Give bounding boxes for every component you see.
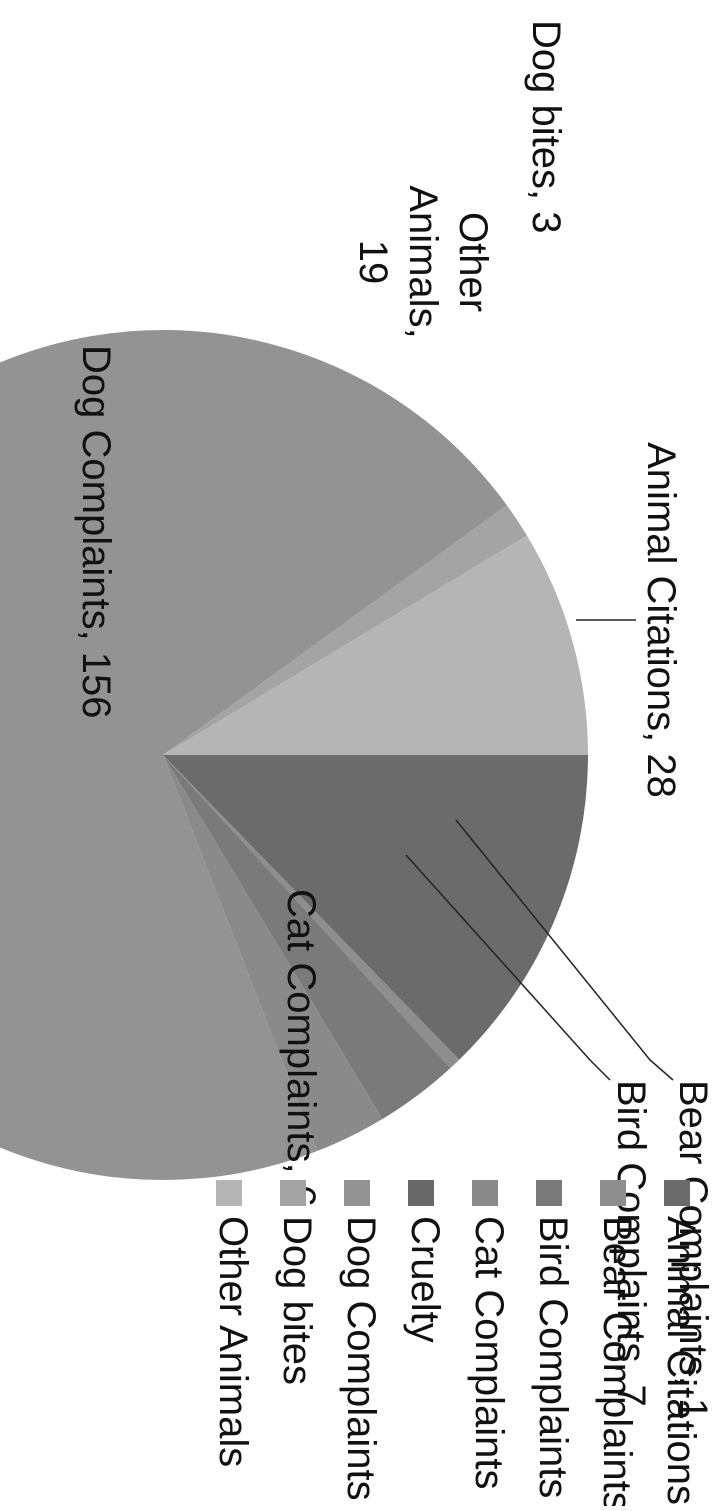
legend-swatch-cruelty xyxy=(408,1180,434,1206)
legend-label-cruelty: Cruelty xyxy=(403,1216,447,1343)
legend-swatch-bird-complaints xyxy=(536,1180,562,1206)
legend-swatch-animal-citations xyxy=(664,1180,690,1206)
pie-slice-dog-bites xyxy=(163,505,527,755)
legend-label-other-animals: Other Animals xyxy=(211,1216,255,1467)
data-label-cat-complaints: Cat Complaints, 6 xyxy=(279,889,323,1207)
leader-line-bear-complaints xyxy=(455,819,674,1081)
pie-slice-animal-citations xyxy=(163,755,588,1060)
data-label-animal-citations: Animal Citations, 28 xyxy=(639,442,683,798)
legend-label-cat-complaints: Cat Complaints xyxy=(467,1216,511,1489)
pie-slice-other-animals xyxy=(163,535,588,755)
legend-swatch-bear-complaints xyxy=(600,1180,626,1206)
data-label-other-animals-line: Animals, xyxy=(401,185,445,338)
data-label-bear-complaints: Bear Complaints, 1 xyxy=(671,1080,715,1420)
legend-label-dog-bites: Dog bites xyxy=(275,1216,319,1385)
legend-swatch-other-animals xyxy=(216,1180,242,1206)
pie-slice-bird-complaints xyxy=(163,755,451,1119)
legend-label-animal-citations: Animal Citations xyxy=(659,1216,703,1505)
legend-label-bird-complaints: Bird Complaints xyxy=(531,1216,575,1498)
data-label-dog-bites: Dog bites, 3 xyxy=(524,20,568,233)
legend-label-dog-complaints: Dog Complaints xyxy=(339,1216,383,1501)
legend-label-bear-complaints: Bear Complaints xyxy=(595,1216,639,1506)
legend-swatch-dog-bites xyxy=(280,1180,306,1206)
leader-line-bird-complaints xyxy=(405,854,611,1081)
data-label-dog-complaints: Dog Complaints, 156 xyxy=(74,345,118,719)
legend-swatch-dog-complaints xyxy=(344,1180,370,1206)
pie-slice-cat-complaints xyxy=(163,755,383,1152)
rotated-chart-group: Animal Citations, 28 Bear Complaints, 1 Bi… xyxy=(0,20,715,1511)
legend-swatch-cat-complaints xyxy=(472,1180,498,1206)
data-label-bird-complaints: Bird Complaints, 7 xyxy=(609,1080,653,1407)
data-label-other-animals-line: 19 xyxy=(351,240,395,285)
data-label-other-animals: OtherAnimals,19 xyxy=(351,185,495,338)
data-label-other-animals-line: Other xyxy=(451,212,495,312)
pie-slice-dog-complaints xyxy=(0,330,507,1180)
pie-slice-bear-complaints xyxy=(163,755,460,1069)
